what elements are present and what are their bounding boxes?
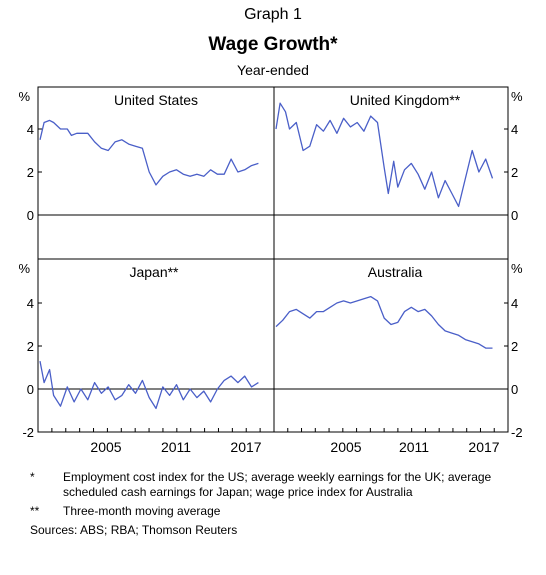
series-line — [275, 102, 494, 208]
chart-subtitle: Year-ended — [237, 62, 309, 78]
sources-line: Sources: ABS; RBA; Thomson Reuters — [30, 523, 238, 537]
x-tick-label: 2017 — [230, 439, 261, 455]
y-tick-label-right: 2 — [511, 165, 518, 180]
panel-title: Japan** — [129, 264, 179, 280]
y-tick-label-right: 4 — [511, 122, 518, 137]
series-line — [39, 119, 259, 186]
x-tick-label: 2005 — [90, 439, 121, 455]
x-tick-label: 2017 — [468, 439, 499, 455]
y-tick-label-left: 2 — [27, 165, 34, 180]
graph-number: Graph 1 — [244, 6, 302, 23]
y-unit-label-left: % — [18, 89, 30, 104]
footnotes: * Employment cost index for the US; aver… — [30, 470, 530, 538]
y-tick-label-left: 4 — [27, 296, 34, 311]
series-line — [275, 295, 493, 349]
y-tick-label-left: 0 — [27, 208, 34, 223]
x-tick-label: 2011 — [161, 439, 191, 455]
footnote-double-star-mark: ** — [30, 504, 40, 518]
y-tick-label-right: 2 — [511, 339, 518, 354]
y-unit-label-left: % — [18, 261, 30, 276]
y-tick-label-left: 4 — [27, 122, 34, 137]
y-unit-label-right: % — [511, 89, 523, 104]
y-tick-label-left: -2 — [22, 425, 34, 440]
footnote-star: * Employment cost index for the US; aver… — [30, 470, 530, 500]
panel-title: United Kingdom** — [350, 92, 461, 108]
x-tick-label: 2005 — [330, 439, 361, 455]
chart-canvas: %%% % 0 0 2 2 4 4 -2 -2 0 0 2 2 4 4 2005 2005 2011 2011 2017… — [18, 86, 523, 455]
series-line — [39, 360, 259, 410]
x-tick-label: 2011 — [399, 439, 429, 455]
y-unit-label-right: % — [511, 261, 523, 276]
panel-title: Australia — [368, 264, 423, 280]
y-tick-label-left: 2 — [27, 339, 34, 354]
footnote-star-text: Employment cost index for the US; averag… — [63, 470, 492, 499]
footnote-double-star-text: Three-month moving average — [63, 504, 221, 518]
panel-title: United States — [114, 92, 198, 108]
footnote-star-mark: * — [30, 470, 35, 484]
y-tick-label-right: 0 — [511, 208, 518, 223]
footnote-double-star: ** Three-month moving average — [30, 504, 530, 519]
chart-title: Wage Growth* — [208, 34, 338, 55]
y-tick-label-right: 4 — [511, 296, 518, 311]
y-tick-label-left: 0 — [27, 382, 34, 397]
y-tick-label-right: -2 — [511, 425, 523, 440]
y-tick-label-right: 0 — [511, 382, 518, 397]
